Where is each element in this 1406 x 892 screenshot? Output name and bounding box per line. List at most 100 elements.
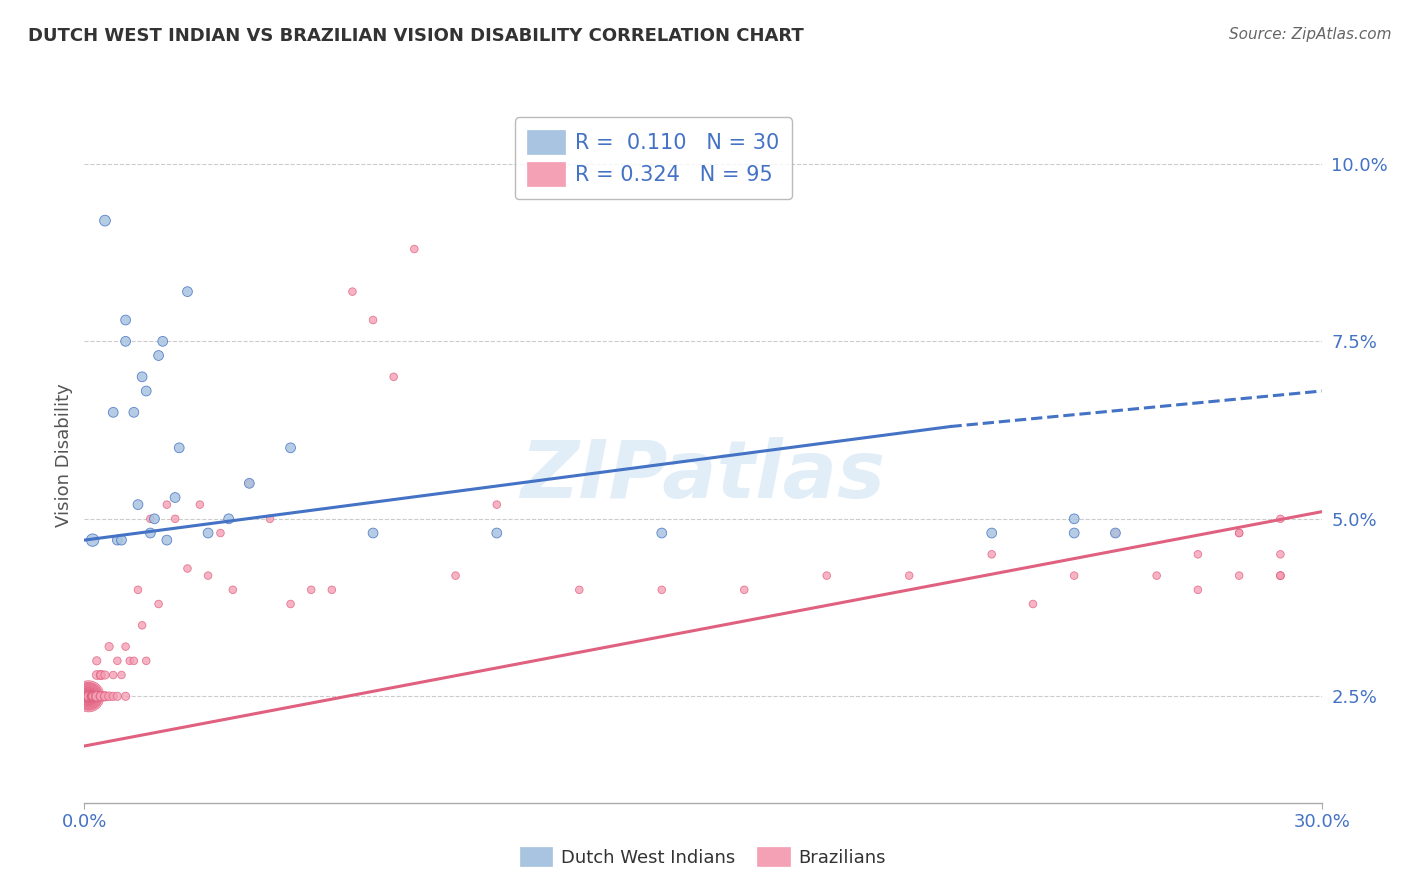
Point [86, 654, 108, 668]
Point [94, 690, 117, 704]
Point [77, 690, 100, 704]
Point [165, 491, 187, 505]
Point [114, 313, 136, 327]
Point [321, 582, 343, 597]
Point [77, 690, 100, 704]
Point [77, 690, 100, 704]
Point [209, 526, 232, 541]
Point [139, 526, 162, 541]
Point [167, 441, 190, 455]
Point [299, 582, 322, 597]
Point [77, 690, 100, 704]
Point [94, 668, 117, 682]
Point [131, 618, 153, 632]
Point [98, 690, 121, 704]
Point [1187, 582, 1209, 597]
Point [280, 441, 302, 455]
Point [1270, 547, 1292, 561]
Point [77, 690, 100, 704]
Point [77, 690, 100, 704]
Point [238, 476, 260, 491]
Point [86, 690, 108, 704]
Point [77, 690, 100, 704]
Y-axis label: Vision Disability: Vision Disability [55, 383, 73, 527]
Point [77, 690, 100, 704]
Point [82, 690, 104, 704]
Point [82, 533, 104, 548]
Point [197, 568, 219, 582]
Point [280, 597, 302, 611]
Point [77, 690, 100, 704]
Text: DUTCH WEST INDIAN VS BRAZILIAN VISION DISABILITY CORRELATION CHART: DUTCH WEST INDIAN VS BRAZILIAN VISION DI… [28, 27, 804, 45]
Point [1227, 526, 1250, 541]
Point [485, 498, 508, 512]
Point [90, 690, 112, 704]
Point [77, 690, 100, 704]
Point [135, 654, 157, 668]
Point [114, 334, 136, 349]
Point [82, 690, 104, 704]
Point [122, 405, 145, 419]
Point [156, 533, 179, 548]
Point [77, 690, 100, 704]
Point [980, 526, 1002, 541]
Point [156, 498, 179, 512]
Point [82, 690, 104, 704]
Point [1104, 526, 1126, 541]
Point [98, 640, 121, 654]
Point [139, 512, 162, 526]
Point [568, 582, 591, 597]
Point [1270, 568, 1292, 582]
Point [86, 668, 108, 682]
Point [382, 369, 405, 384]
Point [238, 476, 260, 491]
Point [77, 690, 100, 704]
Point [222, 582, 245, 597]
Point [103, 668, 125, 682]
Point [1146, 568, 1168, 582]
Point [90, 668, 112, 682]
Point [110, 533, 132, 548]
Point [1063, 512, 1085, 526]
Legend: Dutch West Indians, Brazilians: Dutch West Indians, Brazilians [513, 840, 893, 874]
Point [105, 654, 128, 668]
Point [131, 369, 153, 384]
Point [651, 526, 673, 541]
Point [361, 313, 384, 327]
Point [82, 690, 104, 704]
Point [77, 690, 100, 704]
Point [259, 512, 281, 526]
Point [94, 690, 117, 704]
Point [90, 690, 112, 704]
Point [110, 668, 132, 682]
Text: ZIPatlas: ZIPatlas [520, 437, 886, 515]
Point [77, 690, 100, 704]
Point [1270, 568, 1292, 582]
Legend: R =  0.110   N = 30, R = 0.324   N = 95: R = 0.110 N = 30, R = 0.324 N = 95 [515, 118, 792, 199]
Point [485, 526, 508, 541]
Point [404, 242, 426, 256]
Point [77, 690, 100, 704]
Point [127, 582, 149, 597]
Point [733, 582, 755, 597]
Point [1270, 568, 1292, 582]
Point [176, 561, 198, 575]
Point [1187, 547, 1209, 561]
Point [82, 690, 104, 704]
Point [77, 690, 100, 704]
Point [118, 654, 141, 668]
Point [105, 533, 128, 548]
Point [1022, 597, 1045, 611]
Point [82, 690, 104, 704]
Point [218, 512, 240, 526]
Point [1227, 526, 1250, 541]
Point [165, 512, 187, 526]
Point [148, 349, 170, 363]
Point [82, 690, 104, 704]
Point [77, 690, 100, 704]
Point [103, 405, 125, 419]
Point [143, 512, 166, 526]
Point [651, 582, 673, 597]
Point [114, 640, 136, 654]
Point [86, 690, 108, 704]
